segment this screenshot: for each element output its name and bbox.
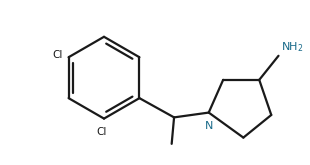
Text: NH$_2$: NH$_2$ (281, 41, 304, 54)
Text: N: N (205, 121, 213, 131)
Text: Cl: Cl (96, 127, 107, 137)
Text: Cl: Cl (52, 50, 63, 60)
